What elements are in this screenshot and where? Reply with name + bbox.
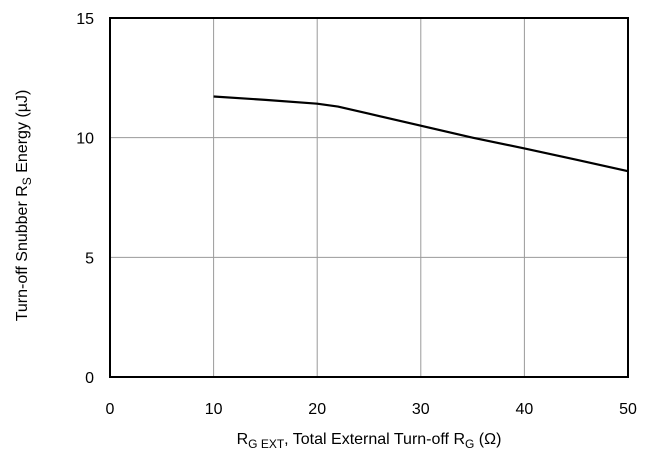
series-line <box>213 95 629 173</box>
x-tick-label: 40 <box>516 401 534 418</box>
y-tick-label: 10 <box>76 131 94 148</box>
y-tick-label: 0 <box>85 370 94 387</box>
y-tick-label: 5 <box>85 250 94 267</box>
x-tick-labels: 0 10 20 30 40 50 <box>106 401 637 418</box>
x-tick-label: 20 <box>308 401 326 418</box>
x-tick-label: 10 <box>205 401 223 418</box>
grid <box>110 18 628 377</box>
x-tick-label: 50 <box>619 401 637 418</box>
x-tick-label: 30 <box>412 401 430 418</box>
x-axis-label: RG EXT, Total External Turn-off RG (Ω) <box>237 431 502 451</box>
x-tick-label: 0 <box>106 401 115 418</box>
y-tick-labels: 0 5 10 15 <box>76 11 94 387</box>
y-tick-label: 15 <box>76 11 94 28</box>
plot-frame <box>109 17 629 378</box>
y-axis-label: Turn-off Snubber RS Energy (µJ) <box>14 90 34 322</box>
